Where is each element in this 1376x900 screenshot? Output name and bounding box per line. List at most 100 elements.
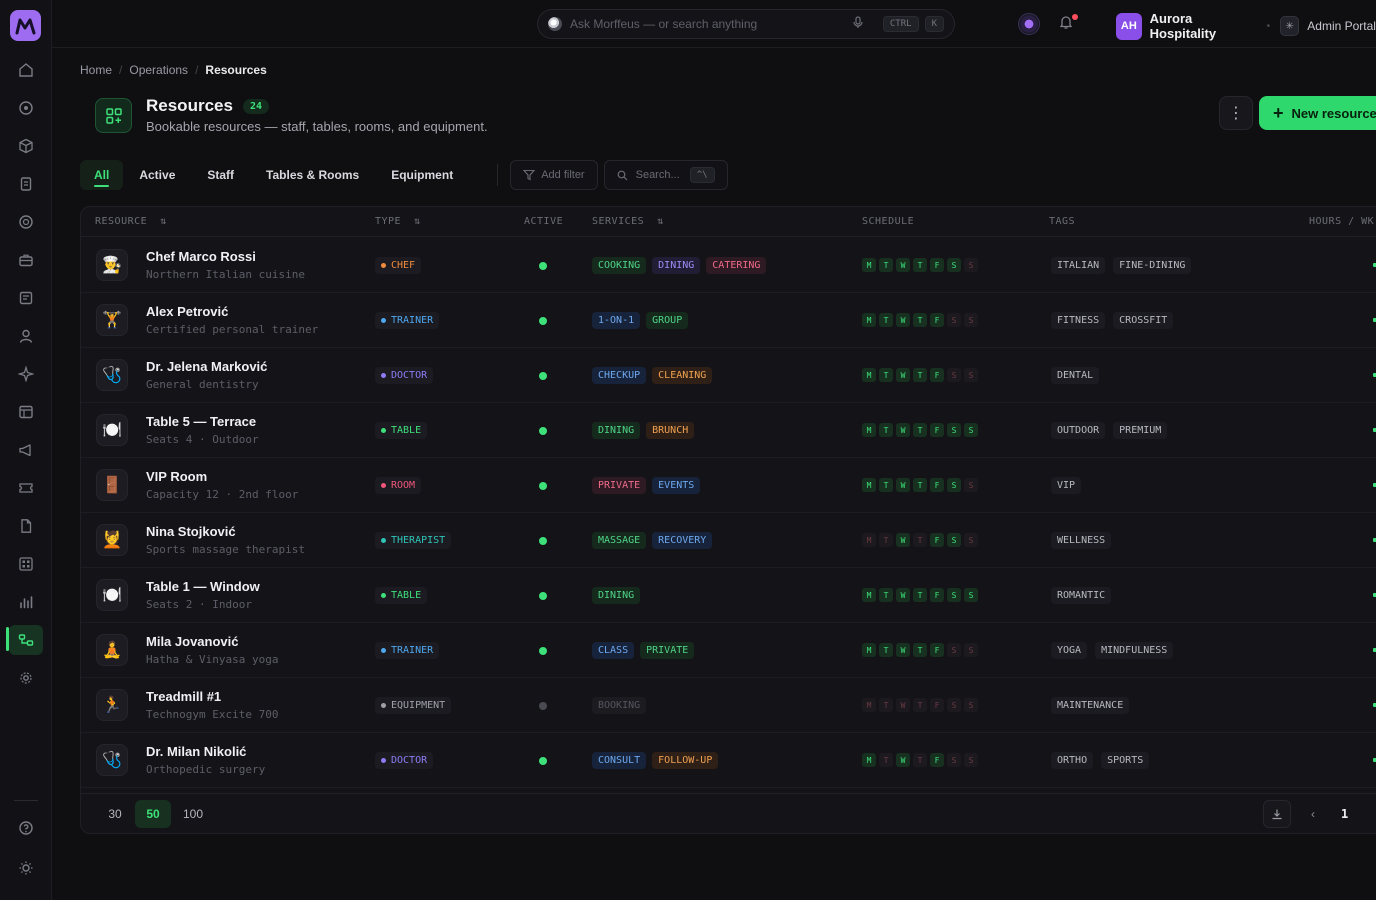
table-row[interactable]: 🍽️ Table 5 — Terrace Seats 4 · Outdoor TABL…	[81, 403, 1376, 458]
col-services[interactable]: SERVICES ⇅	[592, 216, 664, 227]
box-icon[interactable]	[14, 134, 38, 158]
resource-name[interactable]: Table 1 — Window	[146, 579, 260, 594]
schedule-day: S	[947, 643, 961, 657]
table-row[interactable]: 💆 Nina Stojković Sports massage therapist T…	[81, 513, 1376, 568]
command-search-bar[interactable]: Ask Morffeus — or search anything CTRL K	[537, 9, 955, 39]
prev-page-icon[interactable]: ‹	[1311, 807, 1315, 821]
resource-name[interactable]: Nina Stojković	[146, 524, 236, 539]
breadcrumb-home[interactable]: Home	[80, 63, 113, 77]
col-resource[interactable]: RESOURCE ⇅	[95, 216, 167, 227]
type-label: ROOM	[391, 480, 416, 491]
schedule-day: M	[862, 478, 876, 492]
resource-name[interactable]: Table 5 — Terrace	[146, 414, 257, 429]
table-row[interactable]: 🚪 VIP Room Capacity 12 · 2nd floor ROOM PRIV…	[81, 458, 1376, 513]
table-row[interactable]: 🩺 Dr. Jelena Marković General dentistry DOC…	[81, 348, 1376, 403]
target-icon[interactable]	[14, 96, 38, 120]
app-logo[interactable]	[10, 10, 41, 41]
page-size-30[interactable]: 30	[108, 807, 122, 821]
schedule-day: T	[879, 533, 893, 547]
service-chip: DINING	[592, 422, 641, 439]
clipboard-icon[interactable]	[14, 172, 38, 196]
ai-assistant-button[interactable]	[1018, 13, 1040, 35]
resource-name[interactable]: Mila Jovanović	[146, 634, 239, 649]
active-status-dot[interactable]	[539, 537, 547, 545]
sun-icon[interactable]	[14, 856, 38, 880]
active-status-dot[interactable]	[539, 702, 547, 710]
col-hours[interactable]: HOURS / WK	[1309, 216, 1375, 227]
admin-portal-label[interactable]: Admin Portal	[1307, 19, 1376, 33]
notification-bell-icon[interactable]	[1058, 14, 1078, 34]
active-status-dot[interactable]	[539, 317, 547, 325]
type-dot	[381, 373, 386, 378]
new-resource-button[interactable]: + New resource	[1259, 96, 1376, 130]
sparkle-icon[interactable]	[14, 362, 38, 386]
col-type[interactable]: TYPE ⇅	[375, 216, 421, 227]
download-icon[interactable]	[1263, 800, 1291, 828]
table-row[interactable]: 🧘 Mila Jovanović Hatha & Vinyasa yoga TRAIN…	[81, 623, 1376, 678]
resource-name[interactable]: VIP Room	[146, 469, 208, 484]
active-status-dot[interactable]	[539, 592, 547, 600]
grid-icon[interactable]	[14, 552, 38, 576]
table-search-input[interactable]: Search... ^\	[603, 160, 728, 190]
tab-staff[interactable]: Staff	[207, 168, 235, 182]
type-badge: DOCTOR	[375, 752, 434, 769]
breadcrumb-operations[interactable]: Operations	[129, 63, 189, 77]
bar-chart-icon[interactable]	[14, 590, 38, 614]
active-status-dot[interactable]	[539, 427, 547, 435]
page-size-50[interactable]: 50	[135, 800, 171, 828]
megaphone-icon[interactable]	[14, 438, 38, 462]
active-status-dot[interactable]	[539, 372, 547, 380]
active-status-dot[interactable]	[539, 262, 547, 270]
resource-name[interactable]: Chef Marco Rossi	[146, 249, 256, 264]
page-title-text: Resources	[146, 96, 233, 115]
type-label: DOCTOR	[391, 370, 428, 381]
type-badge: TRAINER	[375, 642, 440, 659]
globe-icon[interactable]	[14, 210, 38, 234]
microphone-icon[interactable]	[853, 16, 863, 32]
schedule-day: M	[862, 698, 876, 712]
schedule-day: M	[862, 423, 876, 437]
table-row[interactable]: 🩺 Dr. Milan Nikolić Orthopedic surgery DOCT…	[81, 733, 1376, 788]
page-size-100[interactable]: 100	[182, 807, 204, 821]
help-icon[interactable]	[14, 816, 38, 840]
services-list: 1-ON-1 GROUP	[592, 312, 689, 329]
user-icon[interactable]	[14, 324, 38, 348]
table-row[interactable]: 👨‍🍳 Chef Marco Rossi Northern Italian cuis…	[81, 238, 1376, 293]
tab-equipment[interactable]: Equipment	[391, 168, 454, 182]
resource-name[interactable]: Dr. Milan Nikolić	[146, 744, 247, 759]
resources-icon[interactable]	[9, 625, 43, 655]
table-row[interactable]: 🏋️ Alex Petrović Certified personal traine…	[81, 293, 1376, 348]
service-chip: CONSULT	[592, 752, 647, 769]
resource-name[interactable]: Treadmill #1	[146, 689, 222, 704]
table-row[interactable]: 🏃 Treadmill #1 Technogym Excite 700 EQUIPME…	[81, 678, 1376, 733]
resource-name[interactable]: Dr. Jelena Marković	[146, 359, 268, 374]
file-icon[interactable]	[14, 514, 38, 538]
home-icon[interactable]	[14, 58, 38, 82]
col-tags[interactable]: TAGS	[1049, 216, 1076, 227]
col-schedule[interactable]: SCHEDULE	[862, 216, 915, 227]
current-page[interactable]: 1	[1341, 807, 1349, 821]
hours-indicator	[1373, 703, 1376, 707]
tab-active[interactable]: Active	[139, 168, 176, 182]
breadcrumb: Home / Operations / Resources	[80, 63, 267, 77]
active-status-dot[interactable]	[539, 757, 547, 765]
settings-gear-icon[interactable]	[14, 666, 38, 690]
document-icon[interactable]	[14, 286, 38, 310]
org-switcher[interactable]: AH Aurora Hospitality • ✳ Admin Portal	[1116, 11, 1376, 41]
schedule-day: F	[930, 423, 944, 437]
page-title: Resources 24	[146, 96, 269, 116]
more-options-button[interactable]: ⋮	[1219, 96, 1253, 130]
table-row[interactable]: 🍽️ Table 1 — Window Seats 2 · Indoor TABLE D…	[81, 568, 1376, 623]
resource-name[interactable]: Alex Petrović	[146, 304, 229, 319]
tab-all[interactable]: All	[80, 160, 124, 190]
layout-icon[interactable]	[14, 400, 38, 424]
briefcase-icon[interactable]	[14, 248, 38, 272]
ticket-icon[interactable]	[14, 476, 38, 500]
schedule-day: M	[862, 368, 876, 382]
active-status-dot[interactable]	[539, 482, 547, 490]
add-filter-button[interactable]: Add filter	[510, 160, 598, 190]
active-status-dot[interactable]	[539, 647, 547, 655]
col-active[interactable]: ACTIVE	[524, 216, 564, 227]
tab-tables-rooms[interactable]: Tables & Rooms	[266, 168, 360, 182]
